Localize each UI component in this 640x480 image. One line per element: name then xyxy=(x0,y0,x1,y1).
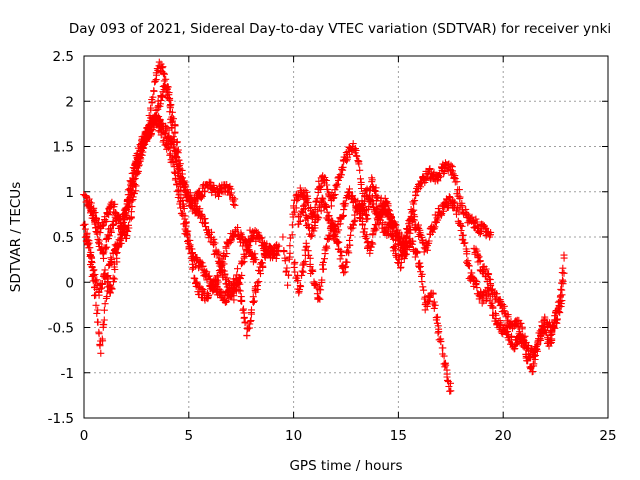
x-tick-label: 5 xyxy=(185,428,194,444)
y-tick-label: -0.5 xyxy=(48,321,74,337)
y-axis-label: SDTVAR / TECUs xyxy=(8,182,24,292)
x-tick-label: 25 xyxy=(599,428,616,444)
x-tick-label: 10 xyxy=(285,428,302,444)
axis-ticks xyxy=(83,55,609,419)
y-tick-label: 0.5 xyxy=(53,230,74,246)
y-tick-label: -1 xyxy=(61,366,74,382)
markers-track-g xyxy=(294,185,455,395)
y-tick-label: 1.5 xyxy=(53,140,74,156)
markers-track-h xyxy=(470,244,568,362)
x-axis-label: GPS time / hours xyxy=(289,458,402,474)
series-track-h xyxy=(470,244,568,362)
markers-track-d xyxy=(82,112,260,299)
x-tick-labels: 0 5 10 15 20 25 xyxy=(80,428,617,444)
series-track-g xyxy=(294,185,455,395)
series-track-c xyxy=(84,113,281,304)
series-track-d xyxy=(82,112,260,299)
y-tick-label: 1 xyxy=(65,185,74,201)
y-tick-label: 0 xyxy=(65,275,74,291)
x-tick-label: 20 xyxy=(495,428,512,444)
chart-title: Day 093 of 2021, Sidereal Day-to-day VTE… xyxy=(69,21,611,37)
data-points xyxy=(79,58,568,395)
x-tick-label: 15 xyxy=(390,428,407,444)
y-tick-labels: -1.5 -1 -0.5 0 0.5 1 1.5 2 2.5 xyxy=(48,49,74,427)
y-tick-label: -1.5 xyxy=(48,411,74,427)
y-tick-label: 2 xyxy=(65,94,74,110)
y-tick-label: 2.5 xyxy=(53,49,74,65)
x-tick-label: 0 xyxy=(80,428,89,444)
markers-track-c xyxy=(84,113,281,304)
